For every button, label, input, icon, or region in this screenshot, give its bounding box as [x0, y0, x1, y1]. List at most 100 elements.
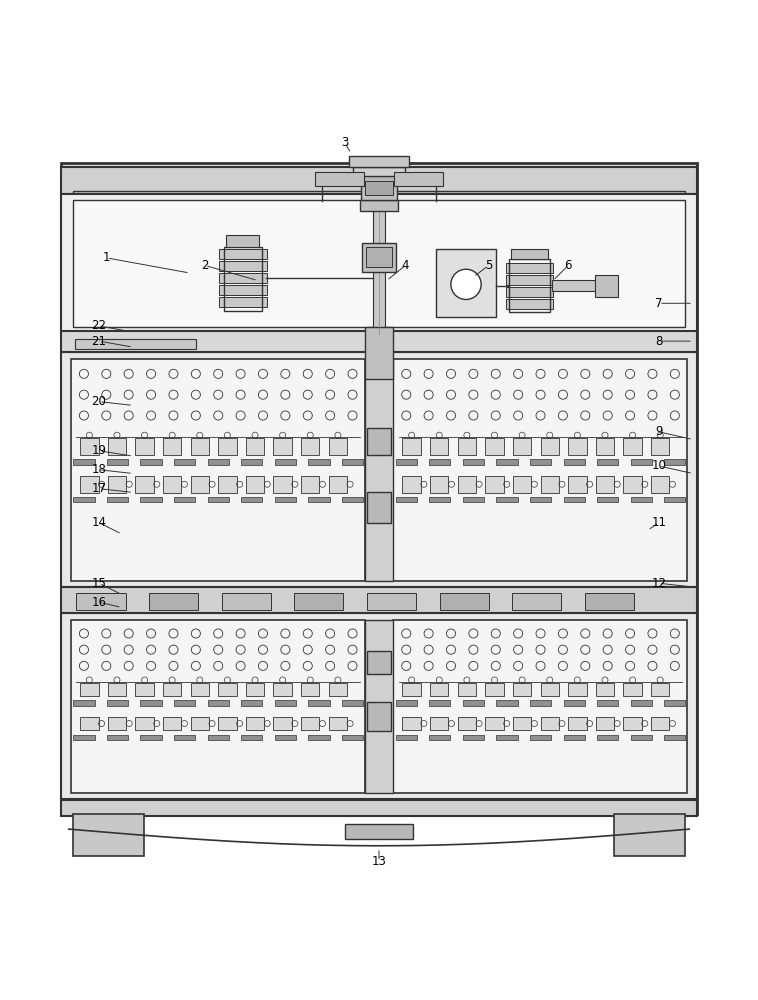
Bar: [513, 438, 531, 455]
Bar: [402, 476, 421, 493]
Bar: [429, 700, 450, 706]
Text: 17: 17: [92, 482, 107, 495]
Bar: [108, 438, 126, 455]
Bar: [329, 683, 347, 696]
Bar: [540, 717, 559, 730]
Bar: [458, 438, 476, 455]
Bar: [208, 497, 229, 502]
Bar: [430, 476, 449, 493]
Bar: [107, 497, 128, 502]
Bar: [190, 683, 209, 696]
Bar: [275, 735, 296, 740]
Bar: [74, 700, 95, 706]
Bar: [506, 287, 553, 297]
Bar: [402, 717, 421, 730]
Text: 11: 11: [651, 516, 666, 529]
Bar: [396, 700, 417, 706]
Bar: [402, 438, 421, 455]
Bar: [540, 683, 559, 696]
Bar: [597, 497, 619, 502]
Bar: [77, 593, 126, 610]
Text: 4: 4: [402, 259, 409, 272]
Bar: [530, 735, 551, 740]
Bar: [485, 438, 504, 455]
Bar: [246, 438, 265, 455]
Bar: [373, 175, 385, 371]
Bar: [458, 476, 476, 493]
Bar: [568, 476, 587, 493]
Bar: [275, 459, 296, 465]
Bar: [430, 438, 449, 455]
Bar: [218, 249, 267, 259]
Bar: [496, 735, 518, 740]
Bar: [367, 593, 416, 610]
Bar: [568, 438, 587, 455]
Bar: [429, 735, 450, 740]
Bar: [241, 459, 262, 465]
Circle shape: [451, 269, 481, 299]
Bar: [623, 438, 642, 455]
Bar: [664, 735, 685, 740]
Bar: [596, 476, 614, 493]
Bar: [367, 651, 391, 674]
Bar: [396, 459, 417, 465]
Text: 20: 20: [92, 395, 106, 408]
Bar: [218, 683, 236, 696]
Bar: [513, 683, 531, 696]
Bar: [80, 438, 99, 455]
Bar: [107, 700, 128, 706]
Bar: [530, 497, 551, 502]
Bar: [563, 735, 584, 740]
Bar: [221, 593, 271, 610]
Bar: [218, 717, 236, 730]
Text: 2: 2: [201, 259, 208, 272]
Bar: [174, 497, 196, 502]
Bar: [458, 717, 476, 730]
Bar: [75, 339, 196, 349]
Bar: [623, 476, 642, 493]
Bar: [218, 476, 236, 493]
Bar: [540, 438, 559, 455]
Bar: [595, 275, 618, 297]
Bar: [218, 438, 236, 455]
Bar: [73, 200, 685, 327]
Bar: [246, 683, 265, 696]
Bar: [140, 497, 161, 502]
Bar: [430, 717, 449, 730]
Bar: [393, 359, 687, 581]
Bar: [163, 717, 181, 730]
Bar: [174, 700, 196, 706]
Bar: [394, 172, 443, 186]
Bar: [631, 497, 652, 502]
Text: 12: 12: [651, 577, 666, 590]
Bar: [163, 683, 181, 696]
Bar: [342, 497, 363, 502]
Bar: [552, 280, 597, 291]
Bar: [136, 438, 154, 455]
Bar: [512, 593, 562, 610]
Bar: [362, 243, 396, 272]
Bar: [108, 683, 126, 696]
Bar: [568, 683, 587, 696]
Text: 16: 16: [92, 596, 107, 609]
Bar: [664, 700, 685, 706]
Bar: [140, 735, 161, 740]
Text: 3: 3: [341, 136, 349, 149]
Bar: [365, 327, 393, 379]
Bar: [136, 717, 154, 730]
Bar: [301, 683, 319, 696]
Bar: [585, 593, 634, 610]
Text: 18: 18: [92, 463, 106, 476]
Bar: [365, 620, 393, 793]
Bar: [190, 717, 209, 730]
Bar: [218, 273, 267, 283]
Bar: [485, 717, 504, 730]
Bar: [651, 476, 669, 493]
Bar: [623, 683, 642, 696]
Bar: [496, 459, 518, 465]
Bar: [463, 735, 484, 740]
Bar: [436, 249, 496, 317]
Bar: [309, 735, 330, 740]
Bar: [61, 352, 697, 587]
Text: 21: 21: [92, 335, 107, 348]
